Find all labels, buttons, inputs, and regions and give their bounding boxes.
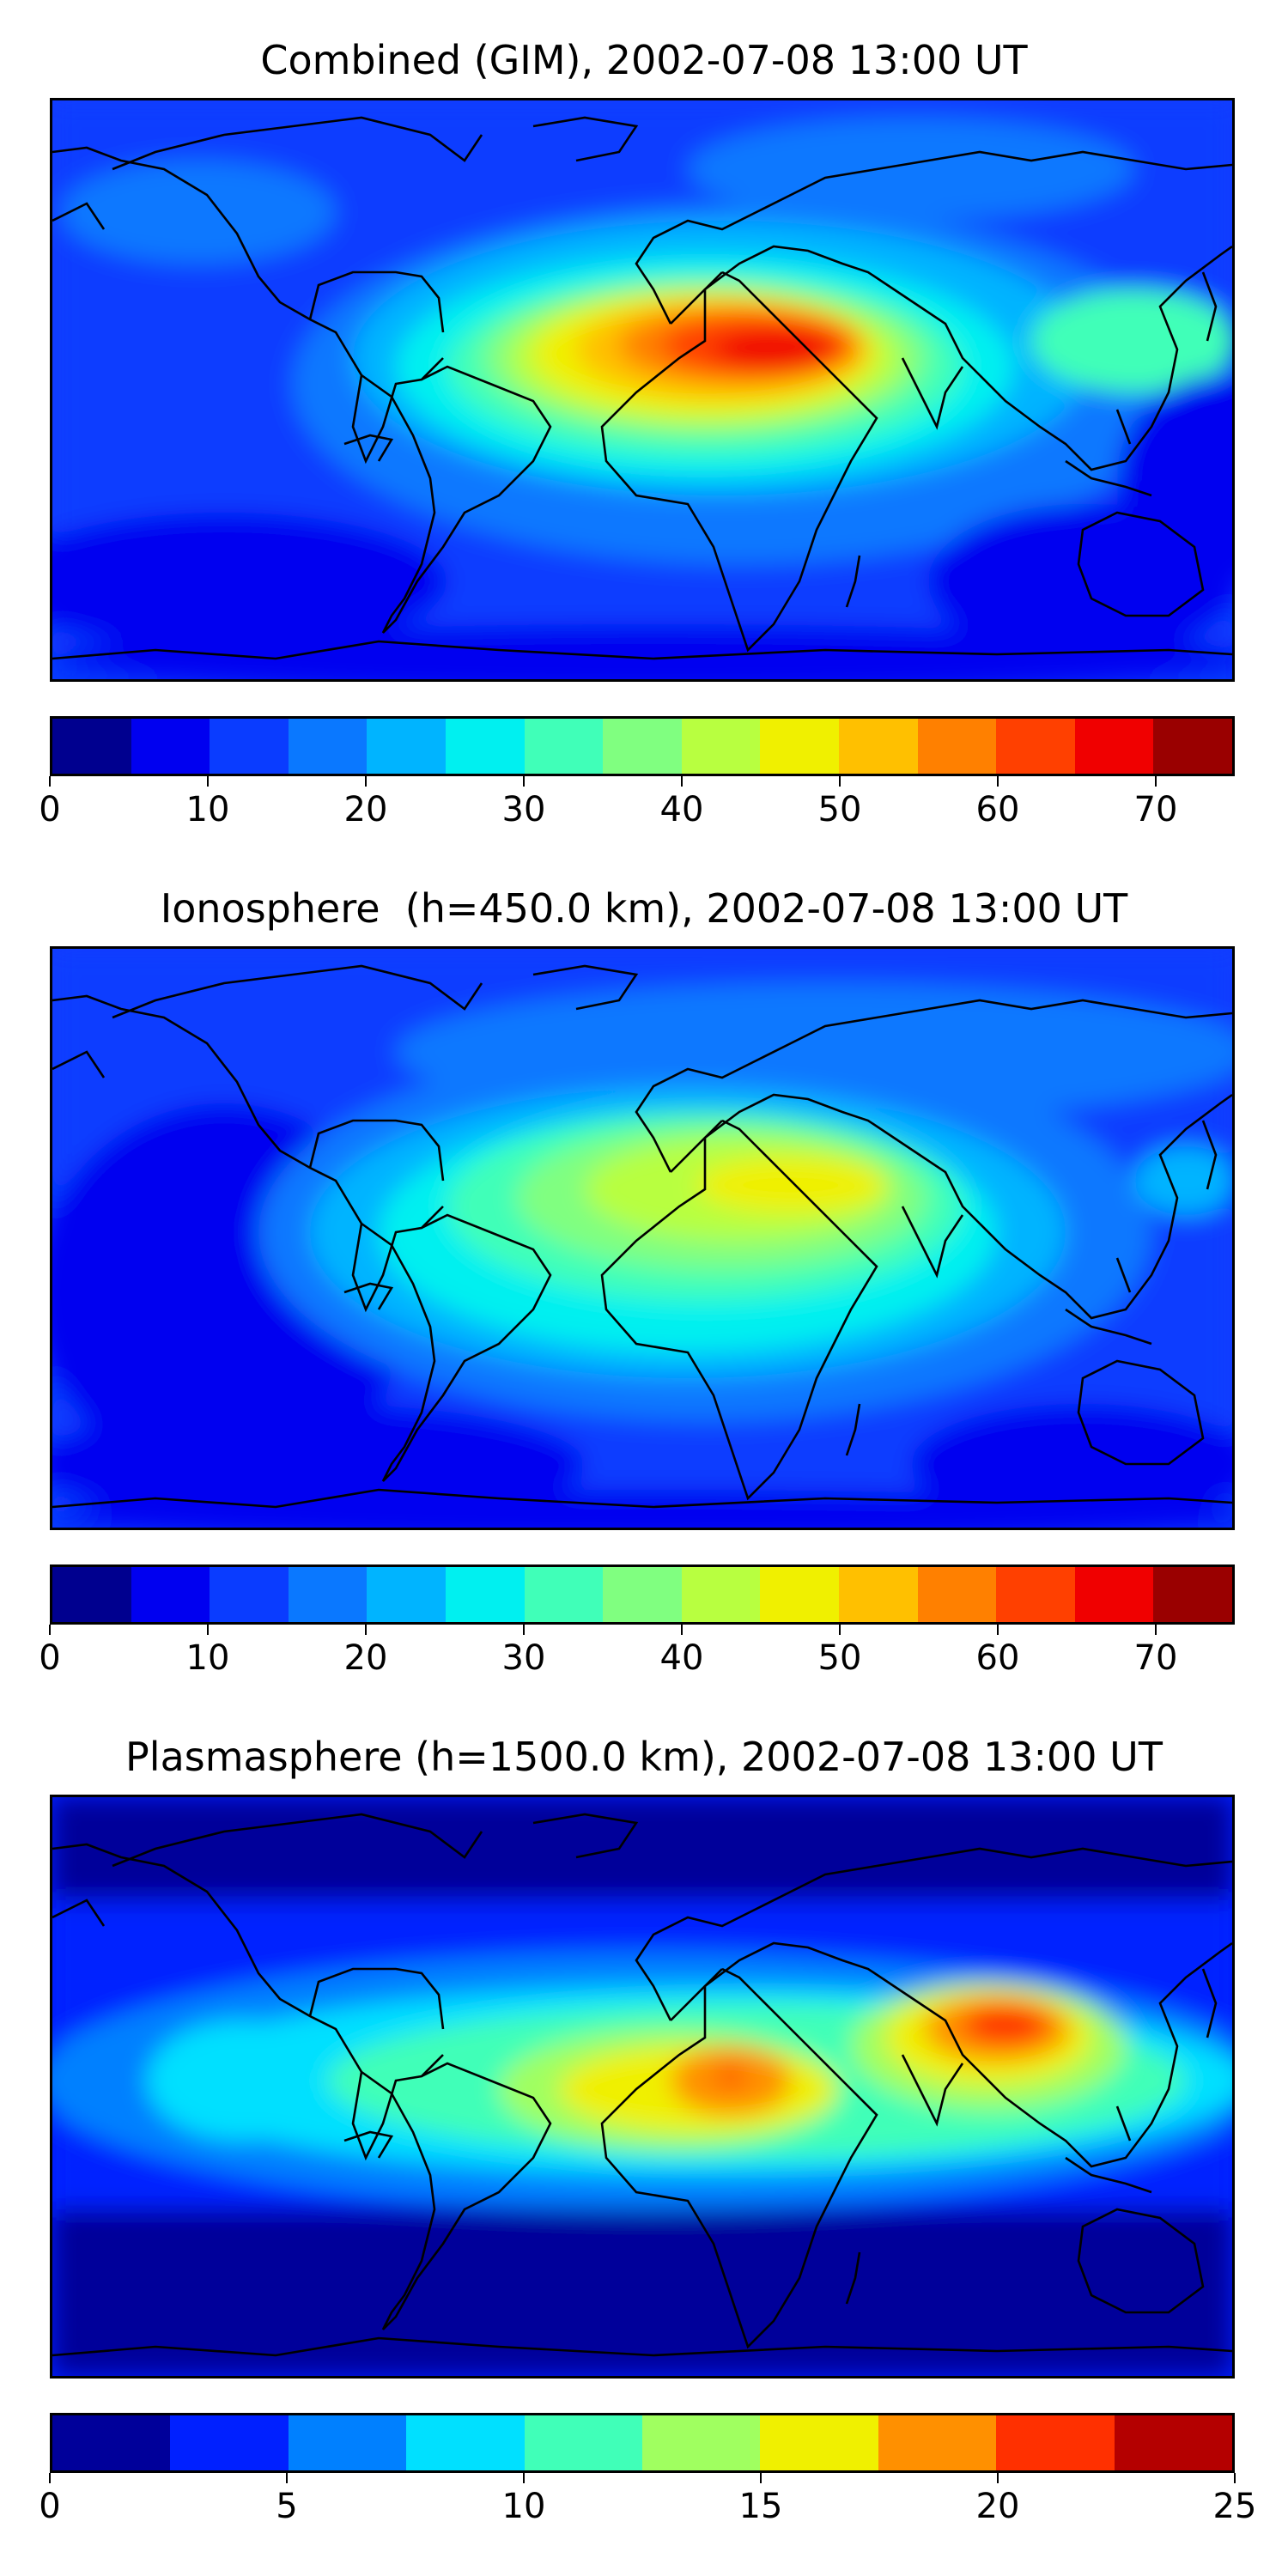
colorbar-tick [681, 1625, 683, 1635]
colorbar-tick [49, 1625, 51, 1635]
colorbar-segment [1074, 719, 1154, 774]
colorbar-segment [210, 1567, 289, 1622]
colorbar-segment [524, 2415, 643, 2470]
colorbar-tick-label: 0 [39, 1638, 61, 1678]
colorbar-segment [131, 719, 210, 774]
colorbar-segment [760, 2415, 878, 2470]
colorbar-segment [917, 1567, 997, 1622]
colorbar-segment [52, 2415, 171, 2470]
panel-title-ionosphere: Ionosphere (h=450.0 km), 2002-07-08 13:0… [160, 885, 1128, 932]
colorbar-segment [603, 1567, 682, 1622]
colorbar-tick-label: 20 [343, 790, 388, 829]
colorbar-tick-label: 10 [501, 2487, 546, 2526]
colorbar-tick-label: 30 [501, 790, 546, 829]
colorbar-combined [50, 716, 1235, 776]
colorbar-tick-label: 15 [738, 2487, 783, 2526]
colorbar-segment [524, 719, 604, 774]
colorbar-segment [838, 1567, 918, 1622]
colorbar-segment [878, 2415, 997, 2470]
colorbar-segment [210, 719, 289, 774]
map-ionosphere [50, 946, 1235, 1530]
colorbar-tick [997, 1625, 999, 1635]
colorbar-segment [445, 1567, 525, 1622]
colorbar-tick [839, 1625, 841, 1635]
colorbar-segment [760, 1567, 839, 1622]
colorbar-tick-label: 50 [817, 790, 862, 829]
colorbar-tick [523, 1625, 525, 1635]
colorbar-tick [365, 776, 367, 787]
colorbar-segment [838, 719, 918, 774]
colorbar-tick-label: 30 [501, 1638, 546, 1678]
panel-title-combined: Combined (GIM), 2002-07-08 13:00 UT [260, 37, 1028, 83]
colorbar-tick [997, 2473, 999, 2483]
colorbar-tick-label: 25 [1212, 2487, 1257, 2526]
colorbar-tick [1155, 776, 1157, 787]
colorbar-tick [523, 2473, 525, 2483]
colorbar-tick-label: 0 [39, 790, 61, 829]
colorbar-tick-label: 0 [39, 2487, 61, 2526]
colorbar-tick-label: 10 [185, 1638, 230, 1678]
colorbar-segment [760, 719, 839, 774]
colorbar-tick [1234, 2473, 1236, 2483]
colorbar-ticks-combined: 0 10 20 30 40 50 60 70 [39, 776, 1235, 836]
colorbar-tick-label: 20 [343, 1638, 388, 1678]
colorbar-segment [52, 719, 131, 774]
colorbar-segment [288, 719, 368, 774]
colorbar-ticks-plasmasphere: 0 5 10 15 20 25 [39, 2473, 1256, 2533]
colorbar-segment [1153, 719, 1232, 774]
colorbar-tick [1155, 1625, 1157, 1635]
panel-title-plasmasphere: Plasmasphere (h=1500.0 km), 2002-07-08 1… [125, 1734, 1163, 1780]
colorbar-tick-label: 10 [185, 790, 230, 829]
colorbar-tick-label: 60 [975, 790, 1020, 829]
colorbar-segment [642, 2415, 761, 2470]
colorbar-tick-label: 70 [1133, 790, 1178, 829]
colorbar-tick [49, 2473, 51, 2483]
colorbar-segment [52, 1567, 131, 1622]
colorbar-segment [131, 1567, 210, 1622]
colorbar-tick [207, 1625, 209, 1635]
colorbar-segment [170, 2415, 289, 2470]
colorbar-segment [996, 2415, 1115, 2470]
colorbar-segment [603, 719, 682, 774]
colorbar-segment [917, 719, 997, 774]
colorbar-segment [1153, 1567, 1232, 1622]
colorbar-tick [365, 1625, 367, 1635]
colorbar-segment [367, 1567, 446, 1622]
colorbar-tick-label: 70 [1133, 1638, 1178, 1678]
colorbar-ticks-ionosphere: 0 10 20 30 40 50 60 70 [39, 1625, 1235, 1685]
map-combined [50, 98, 1235, 682]
colorbar-segment [681, 1567, 761, 1622]
colorbar-segment [996, 719, 1075, 774]
colorbar-tick-label: 60 [975, 1638, 1020, 1678]
colorbar-tick [997, 776, 999, 787]
colorbar-segment [1074, 1567, 1154, 1622]
colorbar-segment [1114, 2415, 1233, 2470]
colorbar-tick [207, 776, 209, 787]
colorbar-tick [839, 776, 841, 787]
colorbar-segment [996, 1567, 1075, 1622]
colorbar-segment [406, 2415, 525, 2470]
colorbar-segment [367, 719, 446, 774]
colorbar-tick [760, 2473, 762, 2483]
colorbar-segment [524, 1567, 604, 1622]
colorbar-tick-label: 5 [276, 2487, 298, 2526]
colorbar-tick [49, 776, 51, 787]
map-plasmasphere [50, 1795, 1235, 2379]
colorbar-tick-label: 20 [975, 2487, 1020, 2526]
colorbar-segment [681, 719, 761, 774]
colorbar-ionosphere [50, 1564, 1235, 1625]
colorbar-segment [288, 1567, 368, 1622]
colorbar-tick-label: 50 [817, 1638, 862, 1678]
colorbar-tick [286, 2473, 288, 2483]
colorbar-tick-label: 40 [659, 1638, 704, 1678]
colorbar-tick-label: 40 [659, 790, 704, 829]
colorbar-segment [288, 2415, 407, 2470]
colorbar-tick [681, 776, 683, 787]
colorbar-tick [523, 776, 525, 787]
colorbar-segment [445, 719, 525, 774]
colorbar-plasmasphere [50, 2413, 1235, 2473]
